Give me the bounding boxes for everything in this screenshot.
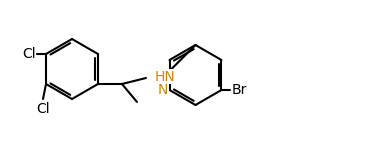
- Text: N: N: [158, 83, 168, 97]
- Text: Br: Br: [232, 83, 247, 97]
- Text: HN: HN: [154, 69, 175, 84]
- Text: Cl: Cl: [22, 47, 36, 61]
- Text: Cl: Cl: [36, 102, 50, 116]
